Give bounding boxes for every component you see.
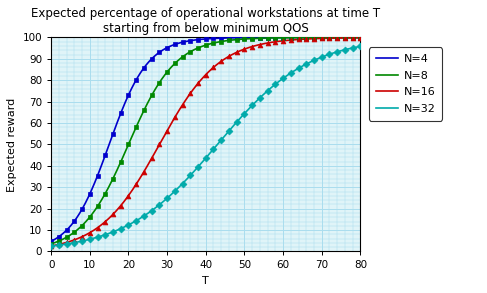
N=16 [64,241,70,244]
N=8 [199,45,205,48]
N=4 [348,36,354,39]
N=4 [357,36,363,39]
N=16 [190,88,196,91]
N=32 [357,45,363,48]
N=32 [48,244,54,248]
N=16 [199,77,205,81]
N=4 [199,38,205,41]
N=4 [349,36,355,39]
N=16 [348,36,354,40]
N=4 [292,36,298,39]
Line: N=16: N=16 [51,38,360,246]
Line: N=4: N=4 [51,38,360,241]
N=4 [190,38,196,42]
N=32 [349,46,355,50]
Line: N=32: N=32 [51,46,360,246]
N=16 [357,36,363,40]
N=4 [64,228,70,231]
N=8 [190,48,196,52]
X-axis label: T: T [203,276,209,286]
Legend: N=4, N=8, N=16, N=32: N=4, N=8, N=16, N=32 [369,47,442,121]
N=32 [190,170,196,174]
N=8 [64,235,70,239]
N=32 [64,242,70,246]
N=16 [292,38,298,42]
N=32 [199,161,205,165]
N=8 [349,36,355,39]
N=8 [357,36,363,39]
N=8 [48,242,54,246]
N=16 [349,36,355,40]
N=8 [292,36,298,40]
N=4 [48,240,54,243]
Y-axis label: Expected reward: Expected reward [7,97,17,192]
Title: Expected percentage of operational workstations at time T
starting from below mi: Expected percentage of operational works… [31,7,380,35]
N=16 [48,244,54,248]
N=32 [292,69,298,72]
Line: N=8: N=8 [51,38,360,244]
N=8 [348,36,354,39]
N=32 [348,47,354,50]
